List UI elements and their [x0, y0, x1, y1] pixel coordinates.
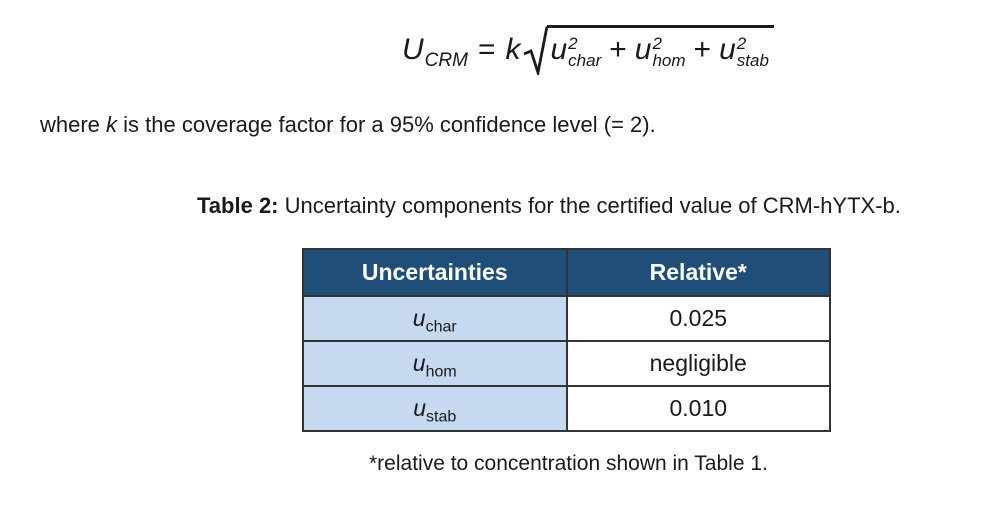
term-base: u — [719, 33, 736, 66]
label-base: u — [413, 395, 427, 421]
coverage-factor-paragraph: where k is the coverage factor for a 95%… — [40, 112, 656, 138]
row-value-ustab: 0.010 — [565, 385, 831, 432]
table-caption: Table 2: Uncertainty components for the … — [197, 193, 901, 219]
label-subscript: hom — [425, 363, 457, 381]
term-power: 2 — [652, 34, 662, 53]
term-power: 2 — [736, 34, 747, 53]
column-header-relative: Relative* — [565, 248, 831, 297]
paragraph-text-after-k: is the coverage factor for a 95% confide… — [117, 112, 656, 137]
term-subscript: hom — [652, 51, 686, 70]
term-base: u — [634, 33, 652, 66]
formula-term-hom: u 2 hom — [634, 33, 686, 69]
uncertainty-table: Uncertainties Relative* uchar 0.025 uhom… — [302, 248, 831, 432]
formula-U-subscript: CRM — [424, 50, 468, 71]
table-header-row: Uncertainties Relative* — [302, 248, 831, 297]
uncertainty-formula: U CRM = k u 2 char + u 2 — [402, 25, 774, 75]
term-subscript: stab — [736, 51, 769, 70]
label-subscript: char — [425, 318, 457, 336]
formula-term-char: u 2 char — [550, 33, 601, 69]
formula-U: U — [402, 33, 424, 66]
formula-k: k — [505, 33, 521, 66]
term-scripts: 2 char — [568, 35, 601, 69]
table-footnote: *relative to concentration shown in Tabl… — [369, 452, 768, 475]
plus-operator: + — [609, 33, 627, 66]
k-variable: k — [106, 112, 118, 137]
plus-operator: + — [693, 33, 712, 66]
radicand: u 2 char + u 2 hom + u — [547, 25, 774, 72]
square-root: u 2 char + u 2 hom + u — [523, 25, 774, 75]
paragraph-text-before-k: where — [40, 112, 107, 137]
row-label-ustab: ustab — [302, 385, 568, 432]
term-scripts: 2 stab — [737, 35, 769, 69]
formula-term-stab: u 2 stab — [719, 33, 769, 69]
radical-sign-icon — [523, 26, 549, 75]
label-base: u — [412, 305, 426, 331]
equals-operator: = — [477, 33, 496, 66]
table-caption-text: Uncertainty components for the certified… — [278, 193, 901, 218]
table-row-uchar: uchar 0.025 — [302, 295, 831, 342]
column-header-uncertainties: Uncertainties — [302, 248, 568, 297]
row-label-uchar: uchar — [302, 295, 568, 342]
term-power: 2 — [568, 34, 578, 53]
table-caption-label: Table 2: — [197, 193, 279, 218]
row-value-uchar: 0.025 — [565, 295, 831, 342]
term-base: u — [550, 33, 568, 66]
table-row-uhom: uhom negligible — [302, 340, 831, 387]
table-row-ustab: ustab 0.010 — [302, 385, 831, 432]
label-base: u — [412, 350, 426, 376]
row-value-uhom: negligible — [565, 340, 831, 387]
label-subscript: stab — [426, 408, 457, 426]
row-label-uhom: uhom — [302, 340, 568, 387]
term-scripts: 2 hom — [652, 35, 685, 69]
term-subscript: char — [568, 51, 602, 70]
